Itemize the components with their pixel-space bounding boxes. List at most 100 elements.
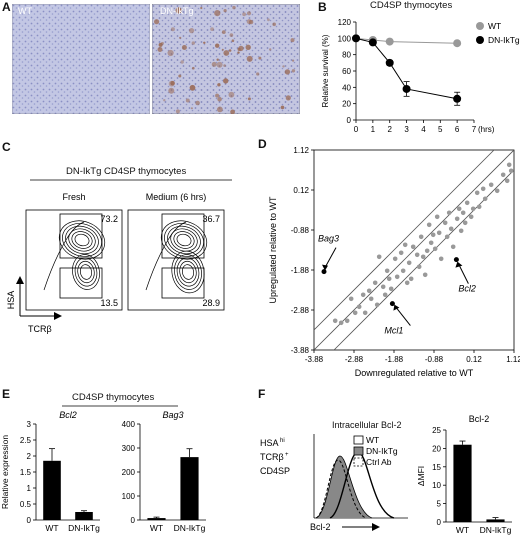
scatter-point xyxy=(450,244,456,250)
bcl2-mfi-chart: 0 5 10 15 20 25 WT DN-IkTg Bcl-2 ΔMFI xyxy=(416,414,512,535)
legend-marker xyxy=(476,36,484,44)
stain-dot xyxy=(181,45,187,50)
legend-label: WT xyxy=(488,21,501,31)
bar-0 xyxy=(147,518,166,520)
series-line-0 xyxy=(355,37,458,44)
y-tick-label: 25 xyxy=(432,426,441,435)
arrow-bag3 xyxy=(324,247,337,268)
stain-dot xyxy=(216,61,223,68)
gate-label-hsa: HSA xyxy=(260,438,279,448)
y-tick-label: 2 xyxy=(27,452,32,461)
y-tick-label: 3 xyxy=(27,420,32,429)
scatter-point xyxy=(468,214,474,220)
panel-b-title: CD4SP thymocytes xyxy=(370,0,453,11)
contour-line xyxy=(179,260,197,284)
scatter-point xyxy=(442,220,448,226)
stain-dot xyxy=(175,7,182,14)
stain-dot xyxy=(229,33,234,37)
data-point xyxy=(352,34,360,43)
diagonal-line-2 xyxy=(314,150,495,331)
x-tick-label: 1 xyxy=(371,125,376,134)
y-tick-label: 80 xyxy=(342,51,351,60)
x-tick-label: 4 xyxy=(421,125,426,134)
gate-value-high: 36.7 xyxy=(202,214,220,224)
data-point xyxy=(453,39,462,48)
scatter-point xyxy=(460,210,466,216)
scatter-point xyxy=(380,284,386,290)
y-tick-label: 300 xyxy=(122,444,136,453)
gate-label-tcrb: TCRβ xyxy=(260,452,284,462)
bar-1 xyxy=(180,457,199,520)
stain-dot xyxy=(231,39,235,42)
chart-title: Bag3 xyxy=(162,410,183,420)
contour-line xyxy=(72,254,100,290)
panel-c-letter: C xyxy=(2,140,11,154)
histogram-ctrl-ab xyxy=(315,459,367,519)
annotation-bcl2: Bcl2 xyxy=(458,284,476,294)
arrow-bcl2 xyxy=(457,263,469,284)
stain-dot xyxy=(200,6,203,10)
y-tick-label: 100 xyxy=(122,492,136,501)
stain-dot xyxy=(191,41,195,45)
stain-dot xyxy=(228,91,235,98)
contour-line xyxy=(174,254,202,290)
contour-line xyxy=(181,264,195,280)
stain-dot xyxy=(170,27,175,32)
scatter-point xyxy=(446,210,452,216)
arrowhead-bag3 xyxy=(322,264,328,271)
stain-dot xyxy=(167,49,174,57)
contour-line xyxy=(65,225,99,255)
x-axis-label: TCRβ xyxy=(28,324,52,334)
y-tick-label: 400 xyxy=(122,420,136,429)
stain-dot xyxy=(214,10,221,17)
scatter-point xyxy=(454,216,460,222)
stain-dot xyxy=(228,49,232,52)
legend-label: DN-IkTg xyxy=(366,446,398,456)
scatter-point xyxy=(406,260,412,266)
data-point xyxy=(368,38,377,47)
y-tick-label: 1.5 xyxy=(20,468,32,477)
survival-chart: 0 20 40 60 80 100 120 0 1 2 3 4 5 6 7 (hrs) Relative sur… xyxy=(321,18,520,134)
y-tick-label: 0 xyxy=(27,516,32,525)
data-point xyxy=(385,37,394,46)
x-tick-label: 6 xyxy=(455,125,460,134)
annotation-bag3: Bag3 xyxy=(318,234,339,244)
category-label: DN-IkTg xyxy=(68,523,100,533)
plot-frame xyxy=(127,209,225,311)
data-point xyxy=(385,58,394,67)
y-tick-label: -2.88 xyxy=(291,306,310,315)
scatter-point xyxy=(372,280,378,286)
stain-dot xyxy=(203,41,206,44)
panel-e-title: CD4SP thymocytes xyxy=(72,392,155,403)
y-tick-label: 0 xyxy=(437,518,442,527)
stain-dot xyxy=(192,66,195,70)
contour-line xyxy=(167,225,201,255)
legend-label: DN-IkTg xyxy=(488,35,520,45)
category-label: WT xyxy=(150,523,163,533)
scatter-point xyxy=(494,188,500,194)
scatter-point xyxy=(402,242,408,248)
x-axis-label: (hrs) xyxy=(478,125,495,134)
x-axis-label: Downregulated relative to WT xyxy=(355,368,474,378)
stain-dot xyxy=(176,7,179,11)
scatter-point xyxy=(462,220,468,226)
y-tick-label: 2.5 xyxy=(20,436,32,445)
scatter-point xyxy=(360,292,366,298)
highlight-point-bcl2 xyxy=(453,257,459,263)
y-arrowhead xyxy=(16,276,24,284)
x-tick-label: 7 xyxy=(472,125,477,134)
panel-e-title-rule xyxy=(62,405,178,407)
diagonal-line-0 xyxy=(333,169,514,350)
flow-contour-plots: Fresh 73.2 13.5 Medium (6 hrs) 36.7 28.9 HSA TC… xyxy=(6,179,232,334)
x-arrowhead xyxy=(372,523,380,531)
stain-dot xyxy=(247,97,251,101)
stain-dot xyxy=(215,93,220,98)
highlight-point-bag3 xyxy=(321,269,327,275)
scatter-point xyxy=(416,264,422,270)
stain-dot xyxy=(237,51,240,54)
x-tick-label: -3.88 xyxy=(305,355,324,364)
x-tick-label: 2 xyxy=(387,125,392,134)
scatter-point xyxy=(392,256,398,262)
micrograph-dnik xyxy=(151,3,301,115)
y-tick-label: 40 xyxy=(342,83,351,92)
